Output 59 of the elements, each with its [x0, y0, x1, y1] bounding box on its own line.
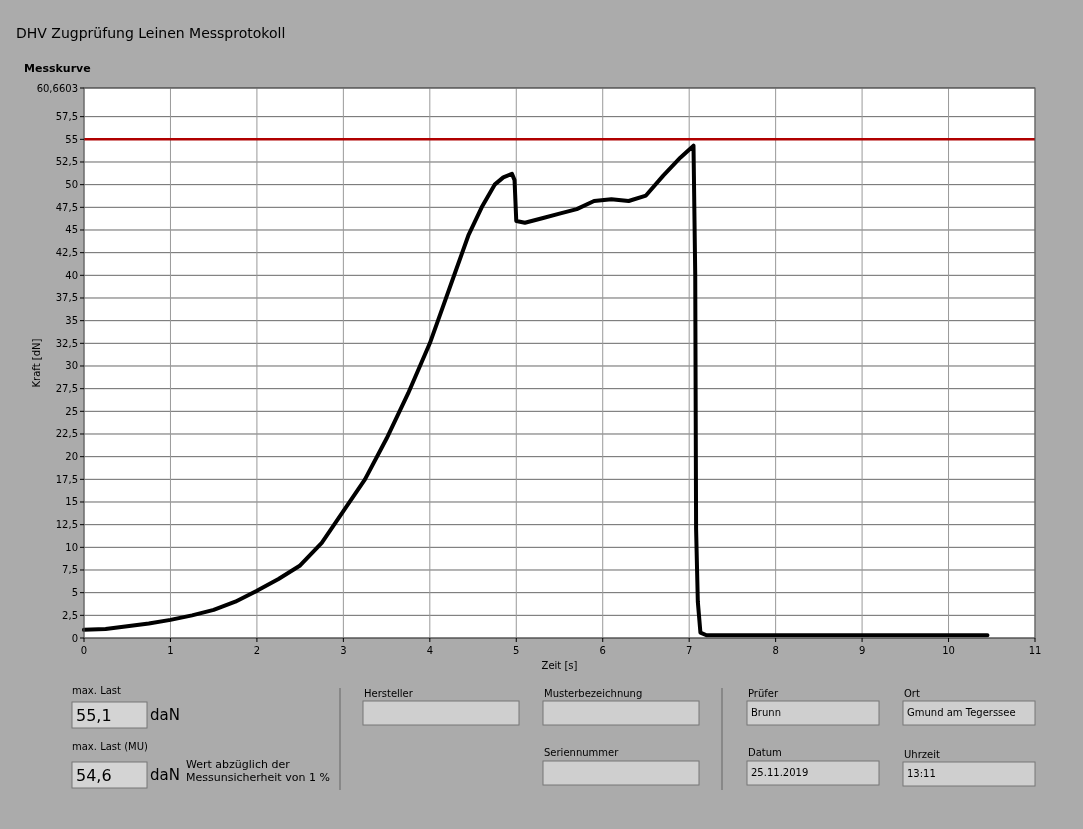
text: max. Last (MU): [72, 741, 148, 752]
y-axis-title: Kraft [dN]: [31, 338, 42, 388]
x-axis-title: Zeit [s]: [541, 660, 578, 671]
y-tick-label: 10: [65, 541, 78, 553]
x-tick-label: 10: [942, 645, 955, 656]
x-tick-label: 6: [599, 645, 606, 656]
y-tick-label: 60,6603: [36, 82, 78, 94]
chart-subtitle: Messkurve: [24, 62, 91, 75]
text: Seriennummer: [544, 747, 620, 758]
x-tick-label: 2: [253, 645, 261, 656]
text: Datum: [748, 747, 782, 758]
y-tick-label: 32,5: [55, 337, 78, 349]
text: Brunn: [751, 707, 781, 718]
x-tick-label: 8: [772, 645, 779, 656]
x-tick-label: 4: [426, 645, 434, 656]
text: 25.11.2019: [751, 767, 809, 778]
y-tick-label: 22,5: [55, 428, 78, 440]
text: Prüfer: [748, 688, 779, 699]
y-tick-label: 20: [65, 451, 78, 463]
x-tick-label: 0: [80, 645, 88, 656]
y-tick-label: 5: [71, 587, 78, 599]
y-tick-label: 57,5: [55, 111, 78, 123]
x-tick-label: 1: [167, 645, 174, 656]
text: Wert abzüglich der Messunsicherheit von 1 %: [186, 758, 330, 784]
y-tick-label: 52,5: [55, 156, 78, 168]
y-tick-label: 47,5: [55, 201, 78, 213]
x-tick-label: 11: [1028, 645, 1042, 656]
text: Musterbezeichnung: [544, 688, 643, 699]
y-tick-label: 27,5: [55, 383, 78, 395]
x-tick-label: 3: [340, 645, 347, 656]
y-tick-label: 15: [65, 496, 78, 508]
y-tick-label: 50: [65, 179, 78, 191]
y-tick-label: 42,5: [55, 247, 78, 259]
text: Gmund am Tegerssee: [907, 707, 1016, 718]
x-tick-label: 7: [685, 645, 693, 656]
y-tick-label: 2,5: [62, 609, 78, 621]
text: max. Last: [72, 685, 122, 696]
x-tick-label: 9: [858, 645, 866, 656]
text: 55,1: [76, 706, 112, 725]
text: daN: [150, 766, 180, 784]
y-tick-label: 12,5: [55, 519, 78, 531]
text: daN: [150, 706, 180, 724]
text: 54,6: [76, 766, 112, 785]
y-tick-label: 25: [65, 405, 78, 417]
y-tick-label: 37,5: [55, 292, 78, 304]
text: 13:11: [907, 768, 936, 779]
y-tick-label: 0: [71, 632, 78, 644]
y-tick-label: 55: [65, 133, 78, 145]
y-tick-label: 17,5: [55, 473, 78, 485]
text: Hersteller: [364, 688, 414, 699]
y-tick-label: 40: [65, 269, 78, 281]
text: Ort: [904, 688, 920, 699]
x-tick-label: 5: [513, 645, 520, 656]
y-tick-label: 30: [65, 360, 78, 372]
chart-title: DHV Zugprüfung Leinen Messprotokoll: [16, 25, 286, 41]
y-tick-label: 35: [65, 315, 78, 327]
y-tick-label: 45: [65, 224, 78, 236]
text: Uhrzeit: [904, 749, 940, 760]
y-tick-label: 7,5: [62, 564, 78, 576]
